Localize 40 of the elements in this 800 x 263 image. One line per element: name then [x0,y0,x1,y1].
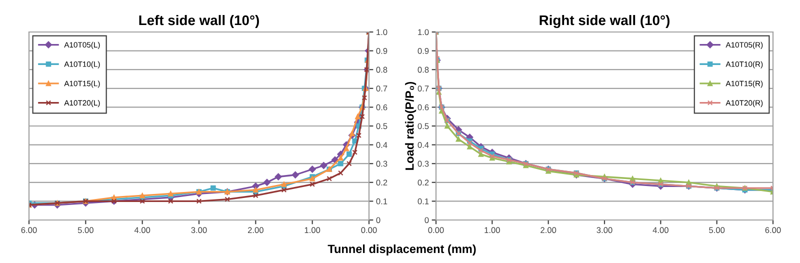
y-tick-label: 0.8 [376,66,388,73]
y-tick-label: 0.7 [418,86,429,92]
x-tick-label: 2.00 [540,227,556,234]
y-tick-label: 0.8 [418,66,429,73]
x-tick-label: 3.00 [596,227,612,234]
y-tick-label: 0.2 [418,180,429,186]
y-tick-label: 0.9 [418,48,429,54]
y-tick-label: 0.1 [418,198,429,204]
y-tick-label: 0 [424,217,429,224]
x-tick-label: 3.00 [191,227,207,234]
x-axis-title: Tunnel displacement (mm) [328,244,476,256]
y-tick-label: 0.3 [418,160,429,167]
x-tick-label: 5.00 [78,227,94,234]
x-tick-label: 1.00 [484,227,500,234]
y-tick-label: 1.0 [418,29,429,36]
y-tick-label: 0.7 [376,86,388,92]
y-tick-label: 0.6 [418,104,429,110]
y-tick-label: 0.2 [376,180,388,186]
x-tick-label: 1.00 [304,227,320,234]
x-tick-label: 4.00 [652,227,668,234]
y-tick-label: 0.5 [418,123,429,130]
y-tick-label: 0.4 [418,142,429,148]
y-tick-label: 0.5 [376,123,388,130]
y-tick-label: 0.3 [376,160,388,167]
y-tick-label: 1.0 [376,29,388,36]
x-tick-label: 4.00 [134,227,150,234]
x-tick-label: 0.00 [428,227,444,234]
y-tick-label: 0.9 [376,48,388,54]
y-tick-label: 0.4 [376,142,388,148]
chart-title: Right side wall (10°) [540,14,670,28]
x-tick-label: 6.00 [765,227,781,234]
y-tick-label: 0 [376,217,380,224]
chart-title: Left side wall (10°) [139,14,259,28]
x-tick-label: 2.00 [248,227,264,234]
x-tick-label: 6.00 [21,227,37,234]
x-tick-label: 0.00 [361,227,377,234]
x-tick-label: 5.00 [709,227,725,234]
y-axis-title: Load ratio(P/P₀) [405,82,416,170]
y-tick-label: 0.1 [376,198,388,204]
y-tick-label: 0.6 [376,104,388,110]
